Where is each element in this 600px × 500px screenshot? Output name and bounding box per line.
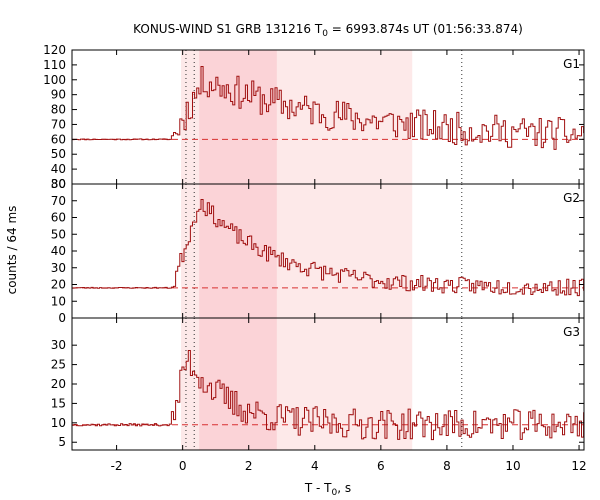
x-tick-labels: -2 0 2 4 6 8 10 12 (111, 459, 587, 473)
x-axis-label-suffix: , s (337, 481, 351, 495)
shaded-interval-dark (199, 50, 277, 184)
chart-title-prefix: KONUS-WIND S1 GRB 131216 T (133, 22, 323, 36)
y-tick-label: 30 (51, 177, 66, 191)
panel-label: G1 (563, 57, 580, 71)
x-tick-label: 2 (245, 459, 253, 473)
x-axis-label-subscript: 0 (332, 488, 338, 498)
y-tick-label: 30 (51, 338, 66, 352)
y-axis-label: counts / 64 ms (5, 206, 19, 295)
y-tick-label: 80 (51, 177, 66, 191)
shaded-interval-dark (199, 318, 277, 450)
y-tick-label: 50 (51, 227, 66, 241)
chart-title: KONUS-WIND S1 GRB 131216 T0 = 6993.874s … (133, 22, 523, 39)
x-tick-label: 8 (443, 459, 451, 473)
chart-title-suffix: = 6993.874s UT (01:56:33.874) (328, 22, 523, 36)
y-tick-label: 60 (51, 132, 66, 146)
x-tick-label: 6 (377, 459, 385, 473)
lightcurve-line-g3 (72, 350, 584, 441)
panel-label: G2 (563, 191, 580, 205)
y-tick-label: 70 (51, 194, 66, 208)
y-tick-label: 40 (51, 244, 66, 258)
y-tick-label: 20 (51, 377, 66, 391)
y-tick-label: 15 (51, 396, 66, 410)
y-tick-label: 25 (51, 358, 66, 372)
y-tick-label: 100 (43, 73, 66, 87)
x-tick-label: 10 (505, 459, 520, 473)
y-tick-label: 0 (58, 311, 66, 325)
x-tick-label: 12 (571, 459, 586, 473)
y-tick-label: 90 (51, 88, 66, 102)
y-tick-label: 50 (51, 147, 66, 161)
chart-title-subscript: 0 (322, 29, 328, 39)
y-tick-label: 40 (51, 162, 66, 176)
y-tick-label: 80 (51, 103, 66, 117)
panels-group: 30405060708090100110120G1010203040506070… (43, 43, 587, 473)
shaded-interval-dark (199, 184, 277, 318)
lightcurve-line-g1 (72, 66, 584, 150)
lightcurve-line-g2 (72, 199, 584, 297)
x-tick-label: 0 (179, 459, 187, 473)
x-tick-label: 4 (311, 459, 319, 473)
y-tick-label: 70 (51, 117, 66, 131)
x-axis-label: T - T0, s (304, 481, 351, 498)
x-axis-label-prefix: T - T (304, 481, 332, 495)
y-tick-label: 20 (51, 278, 66, 292)
x-tick-label: -2 (111, 459, 123, 473)
y-tick-label: 10 (51, 294, 66, 308)
y-tick-label: 60 (51, 211, 66, 225)
panel-g3: 5 10 15 20 25 30 G3 (51, 317, 585, 451)
y-tick-label: 110 (43, 58, 66, 72)
y-tick-label: 30 (51, 261, 66, 275)
panel-label: G3 (563, 325, 580, 339)
y-tick-label: 10 (51, 416, 66, 430)
y-tick-label: 120 (43, 43, 66, 57)
panel-g2: 0 10 20 30 40 50 60 70 80 G2 (51, 177, 585, 325)
y-tick-label: 5 (58, 435, 66, 449)
